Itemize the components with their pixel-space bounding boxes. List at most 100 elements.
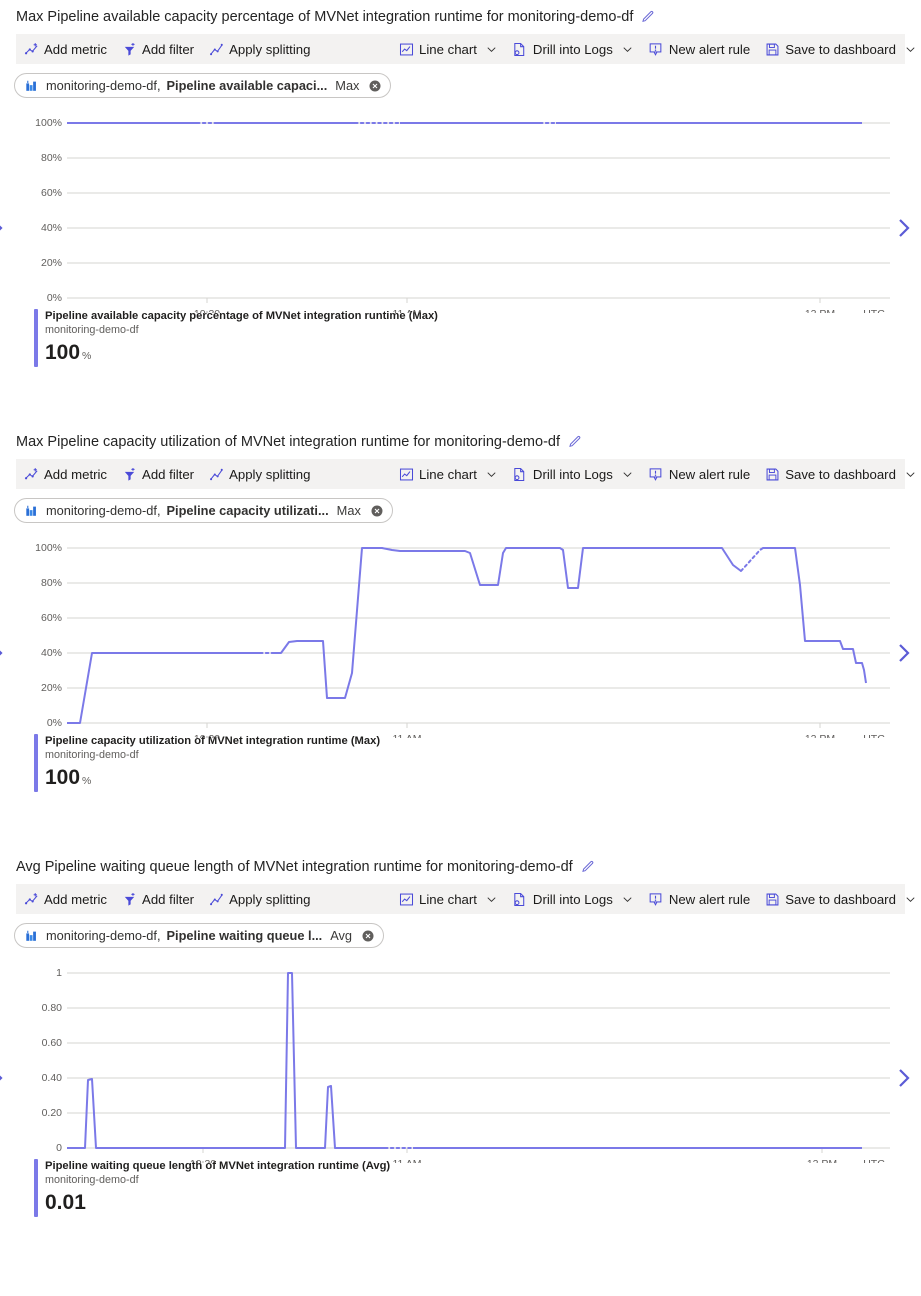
prev-chart-chevron[interactable] — [0, 640, 8, 666]
chart-toolbar: Add metric Add filter Apply splitting — [16, 34, 915, 64]
chip-resource: monitoring-demo-df, — [46, 928, 161, 943]
metric-chip[interactable]: monitoring-demo-df, Pipeline waiting que… — [14, 923, 385, 948]
x-axis-ticks: 10:30 11 AM 12 PM UTC — [194, 723, 885, 738]
close-icon[interactable] — [370, 504, 384, 518]
ytick: 0 — [56, 1142, 62, 1154]
xtick: 12 PM — [807, 1158, 837, 1163]
toolbar-right-group: Line chart Drill into Logs — [391, 461, 921, 487]
chip-resource: monitoring-demo-df, — [46, 78, 161, 93]
add-metric-button[interactable]: Add metric — [16, 886, 114, 912]
timezone-label: UTC — [863, 308, 885, 313]
new-alert-rule-button[interactable]: New alert rule — [641, 886, 757, 912]
save-to-dashboard-label: Save to dashboard — [785, 891, 896, 907]
prev-chart-chevron[interactable] — [0, 215, 8, 241]
add-metric-label: Add metric — [44, 466, 108, 482]
new-alert-rule-button[interactable]: New alert rule — [641, 36, 757, 62]
gridlines — [67, 972, 890, 1149]
toolbar-left-group: Add metric Add filter Apply splitting — [16, 461, 317, 487]
alert-icon — [648, 41, 664, 57]
legend-unit: % — [82, 775, 92, 788]
add-filter-button[interactable]: Add filter — [114, 36, 201, 62]
ytick: 0.60 — [42, 1037, 63, 1049]
chip-aggregation: Avg — [330, 928, 353, 943]
metric-chip[interactable]: monitoring-demo-df, Pipeline available c… — [14, 73, 392, 98]
chip-aggregation: Max — [336, 503, 361, 518]
chart-type-button[interactable]: Line chart — [391, 36, 505, 62]
add-filter-button[interactable]: Add filter — [114, 886, 201, 912]
ytick: 0% — [47, 717, 62, 729]
ytick: 20% — [41, 257, 62, 269]
edit-pencil-icon[interactable] — [580, 860, 595, 875]
chart-legend-2: Pipeline capacity utilization of MVNet i… — [0, 734, 921, 793]
chart-type-button[interactable]: Line chart — [391, 461, 505, 487]
next-chart-chevron[interactable] — [893, 215, 915, 241]
drill-into-logs-label: Drill into Logs — [532, 41, 613, 57]
metric-chip[interactable]: monitoring-demo-df, Pipeline capacity ut… — [14, 498, 393, 523]
page-title-text: Max Pipeline available capacity percenta… — [16, 9, 634, 25]
add-metric-label: Add metric — [44, 891, 108, 907]
chevron-down-icon[interactable] — [621, 43, 634, 56]
edit-pencil-icon[interactable] — [567, 435, 582, 450]
x-axis-ticks: 10:30 11 AM 12 PM UTC — [194, 298, 885, 313]
chevron-down-icon[interactable] — [485, 893, 498, 906]
chevron-down-icon[interactable] — [621, 893, 634, 906]
add-filter-button[interactable]: Add filter — [114, 461, 201, 487]
chart-toolbar: Add metric Add filter Apply splitting — [16, 459, 915, 489]
ytick: 0.80 — [42, 1002, 63, 1014]
apply-splitting-button[interactable]: Apply splitting — [201, 36, 317, 62]
add-metric-button[interactable]: Add metric — [16, 461, 114, 487]
chart-svg[interactable]: 100% 80% 60% 40% 20% 0% 10:30 11 AM 12 P… — [0, 98, 921, 313]
chart-svg[interactable]: 100% 80% 60% 40% 20% 0% 10:30 11 AM 12 P… — [0, 523, 921, 738]
add-filter-label: Add filter — [142, 891, 195, 907]
close-icon[interactable] — [361, 929, 375, 943]
save-to-dashboard-button[interactable]: Save to dashboard — [757, 886, 921, 912]
drill-into-logs-button[interactable]: Drill into Logs — [505, 461, 641, 487]
ytick: 40% — [41, 222, 62, 234]
panel-title: Max Pipeline available capacity percenta… — [0, 0, 921, 34]
chevron-down-icon[interactable] — [485, 43, 498, 56]
line-chart-icon — [398, 41, 414, 57]
ytick: 100% — [35, 117, 62, 129]
save-to-dashboard-label: Save to dashboard — [785, 41, 896, 57]
legend-value: 0.01 — [45, 1191, 86, 1215]
page-title-text: Avg Pipeline waiting queue length of MVN… — [16, 859, 573, 875]
save-to-dashboard-button[interactable]: Save to dashboard — [757, 36, 921, 62]
add-filter-label: Add filter — [142, 41, 195, 57]
chart-toolbar: Add metric Add filter Apply splitting — [16, 884, 915, 914]
drill-into-logs-button[interactable]: Drill into Logs — [505, 886, 641, 912]
apply-splitting-button[interactable]: Apply splitting — [201, 886, 317, 912]
page-title-text: Max Pipeline capacity utilization of MVN… — [16, 434, 560, 450]
chart-plot-2[interactable]: 100% 80% 60% 40% 20% 0% 10:30 11 AM 12 P… — [0, 523, 921, 738]
metric-chip-row: monitoring-demo-df, Pipeline waiting que… — [0, 914, 921, 948]
chevron-down-icon[interactable] — [485, 468, 498, 481]
next-chart-chevron[interactable] — [893, 640, 915, 666]
new-alert-rule-button[interactable]: New alert rule — [641, 461, 757, 487]
next-chart-chevron[interactable] — [893, 1065, 915, 1091]
chevron-down-icon[interactable] — [904, 893, 917, 906]
add-metric-button[interactable]: Add metric — [16, 36, 114, 62]
xtick: 11 AM — [393, 1158, 422, 1163]
close-icon[interactable] — [368, 79, 382, 93]
chart-plot-3[interactable]: 1 0.80 0.60 0.40 0.20 0 10:30 11 AM 12 P… — [0, 948, 921, 1163]
chart-plot-1[interactable]: 100% 80% 60% 40% 20% 0% 10:30 11 AM 12 P… — [0, 98, 921, 313]
prev-chart-chevron[interactable] — [0, 1065, 8, 1091]
edit-pencil-icon[interactable] — [640, 10, 655, 25]
drill-into-logs-button[interactable]: Drill into Logs — [505, 36, 641, 62]
chevron-down-icon[interactable] — [621, 468, 634, 481]
chart-svg[interactable]: 1 0.80 0.60 0.40 0.20 0 10:30 11 AM 12 P… — [0, 948, 921, 1163]
legend-color-swatch — [34, 309, 38, 368]
save-to-dashboard-button[interactable]: Save to dashboard — [757, 461, 921, 487]
chevron-down-icon[interactable] — [904, 468, 917, 481]
chip-metric: Pipeline capacity utilizati... — [166, 503, 329, 518]
apply-splitting-button[interactable]: Apply splitting — [201, 461, 317, 487]
alert-icon — [648, 466, 664, 482]
line-chart-icon — [398, 891, 414, 907]
logs-icon — [512, 466, 528, 482]
chevron-down-icon[interactable] — [904, 43, 917, 56]
chart-type-button[interactable]: Line chart — [391, 886, 505, 912]
add-metric-icon — [23, 891, 39, 907]
metric-panel-2: Max Pipeline capacity utilization of MVN… — [0, 425, 921, 793]
save-to-dashboard-label: Save to dashboard — [785, 466, 896, 482]
chip-aggregation: Max — [335, 78, 360, 93]
metric-panel-1: Max Pipeline available capacity percenta… — [0, 0, 921, 368]
